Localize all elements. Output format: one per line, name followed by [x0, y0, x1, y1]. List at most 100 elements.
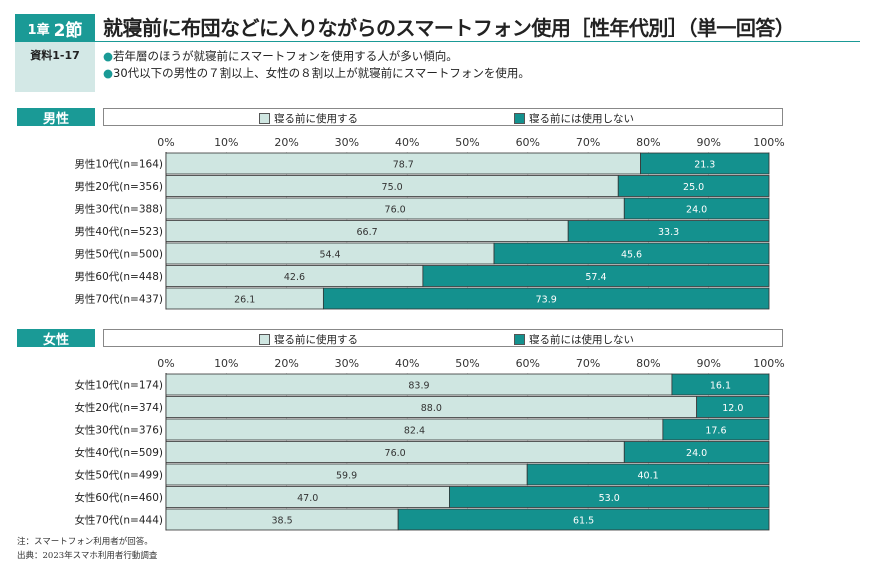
swatch-icon — [514, 113, 525, 124]
data-label: 78.7 — [393, 160, 414, 171]
x-tick-label: 90% — [696, 357, 720, 370]
x-tick-label: 20% — [274, 136, 298, 149]
page-title: 就寝前に布団などに入りながらのスマートフォン使用［性年代別］（単一回答） — [103, 16, 795, 40]
x-tick-label: 40% — [395, 357, 419, 370]
source-note: 出典：2023年スマホ利用者行動調査 — [17, 551, 158, 561]
chapter-label: 1章 — [27, 22, 50, 38]
category-label: 男性60代(n=448) — [74, 270, 163, 283]
data-label: 59.9 — [336, 471, 357, 482]
chart-female: 0% 10% 20% 30% 40% 50% 60% 70% 80% 90% 100% 女性10代(n… — [74, 357, 785, 531]
legend-text: 寝る前には使用しない — [529, 113, 634, 125]
x-tick-label: 100% — [753, 357, 784, 370]
bar-no-use — [422, 265, 770, 287]
legend-item-use: 寝る前に使用する — [259, 111, 358, 126]
category-label: 男性50代(n=500) — [74, 248, 163, 261]
x-tick-label: 70% — [576, 136, 600, 149]
data-label: 45.6 — [621, 250, 642, 261]
data-label: 83.9 — [408, 381, 429, 392]
bar-no-use — [640, 152, 770, 175]
legend-item-no-use: 寝る前には使用しない — [514, 332, 634, 347]
section-label: 2節 — [53, 20, 83, 41]
bar-no-use — [671, 373, 770, 396]
data-label: 33.3 — [658, 227, 679, 238]
data-label: 21.3 — [694, 160, 715, 171]
data-label: 24.0 — [686, 448, 707, 459]
data-label: 76.0 — [385, 205, 406, 216]
data-label: 66.7 — [357, 227, 378, 238]
category-label: 男性30代(n=388) — [74, 203, 163, 216]
bar-no-use — [567, 220, 770, 242]
data-label: 88.0 — [421, 403, 442, 414]
bullet-dot-icon: ● — [103, 66, 114, 80]
x-tick-label: 80% — [636, 357, 660, 370]
data-label: 75.0 — [382, 182, 403, 193]
x-tick-label: 70% — [576, 357, 600, 370]
legend-female: 寝る前に使用する 寝る前には使用しない — [103, 329, 783, 347]
x-tick-label: 0% — [157, 136, 174, 149]
data-label: 53.0 — [599, 493, 620, 504]
data-label: 76.0 — [385, 448, 406, 459]
bullet-2: ●30代以下の男性の７割以上、女性の８割以上が就寝前にスマートフォンを使用。 — [103, 65, 530, 81]
category-label: 男性70代(n=437) — [74, 293, 163, 306]
swatch-icon — [259, 334, 270, 345]
legend-text: 寝る前には使用しない — [529, 334, 634, 346]
x-tick-label: 30% — [335, 136, 359, 149]
x-tick-label: 60% — [516, 357, 540, 370]
legend-male: 寝る前に使用する 寝る前には使用しない — [103, 108, 783, 126]
bullet-text: 若年層のほうが就寝前にスマートフォンを使用する人が多い傾向。 — [113, 49, 458, 63]
x-tick-label: 50% — [455, 136, 479, 149]
data-label: 61.5 — [573, 516, 594, 527]
bar-no-use — [526, 463, 770, 486]
bullet-1: ●若年層のほうが就寝前にスマートフォンを使用する人が多い傾向。 — [103, 48, 458, 64]
legend-item-use: 寝る前に使用する — [259, 332, 358, 347]
panel-label-female: 女性 — [17, 329, 95, 348]
data-label: 12.0 — [722, 403, 743, 414]
x-tick-label: 60% — [516, 136, 540, 149]
x-tick-label: 50% — [455, 357, 479, 370]
category-label: 男性40代(n=523) — [74, 225, 163, 238]
data-label: 54.4 — [319, 250, 340, 261]
bar-no-use — [493, 242, 770, 265]
bar-no-use — [623, 441, 770, 463]
data-label: 82.4 — [404, 426, 425, 437]
title-divider — [95, 41, 860, 42]
data-label: 40.1 — [638, 471, 659, 482]
data-label: 24.0 — [686, 205, 707, 216]
legend-text: 寝る前に使用する — [274, 113, 358, 125]
swatch-icon — [514, 334, 525, 345]
bar-no-use — [696, 396, 770, 418]
source-id: 資料1-17 — [15, 42, 95, 92]
data-label: 26.1 — [234, 295, 255, 306]
x-tick-label: 80% — [636, 136, 660, 149]
swatch-icon — [259, 113, 270, 124]
data-label: 38.5 — [271, 516, 292, 527]
category-label: 女性70代(n=444) — [74, 514, 163, 527]
data-label: 73.9 — [536, 295, 557, 306]
x-tick-label: 0% — [157, 357, 174, 370]
category-label: 女性50代(n=499) — [74, 469, 163, 482]
category-label: 女性30代(n=376) — [74, 424, 163, 437]
chapter-badge: 1章 2節 — [15, 14, 95, 42]
bar-no-use — [322, 287, 770, 310]
bullet-text: 30代以下の男性の７割以上、女性の８割以上が就寝前にスマートフォンを使用。 — [113, 66, 530, 80]
bar-no-use — [397, 508, 770, 531]
data-label: 47.0 — [297, 493, 318, 504]
category-label: 女性20代(n=374) — [74, 401, 163, 414]
x-tick-label: 10% — [214, 136, 238, 149]
legend-text: 寝る前に使用する — [274, 334, 358, 346]
bar-no-use — [449, 486, 770, 508]
category-label: 女性10代(n=174) — [74, 379, 163, 392]
x-tick-label: 30% — [335, 357, 359, 370]
bar-no-use — [617, 175, 770, 197]
data-label: 16.1 — [710, 381, 731, 392]
legend-item-no-use: 寝る前には使用しない — [514, 111, 634, 126]
x-tick-label: 20% — [274, 357, 298, 370]
x-tick-label: 100% — [753, 136, 784, 149]
chart-male: 0% 10% 20% 30% 40% 50% 60% 70% 80% 90% 100% 男性10代(n… — [74, 136, 785, 310]
x-tick-label: 10% — [214, 357, 238, 370]
category-label: 女性60代(n=460) — [74, 491, 163, 504]
data-label: 57.4 — [585, 272, 606, 283]
x-tick-label: 90% — [696, 136, 720, 149]
data-label: 42.6 — [284, 272, 305, 283]
